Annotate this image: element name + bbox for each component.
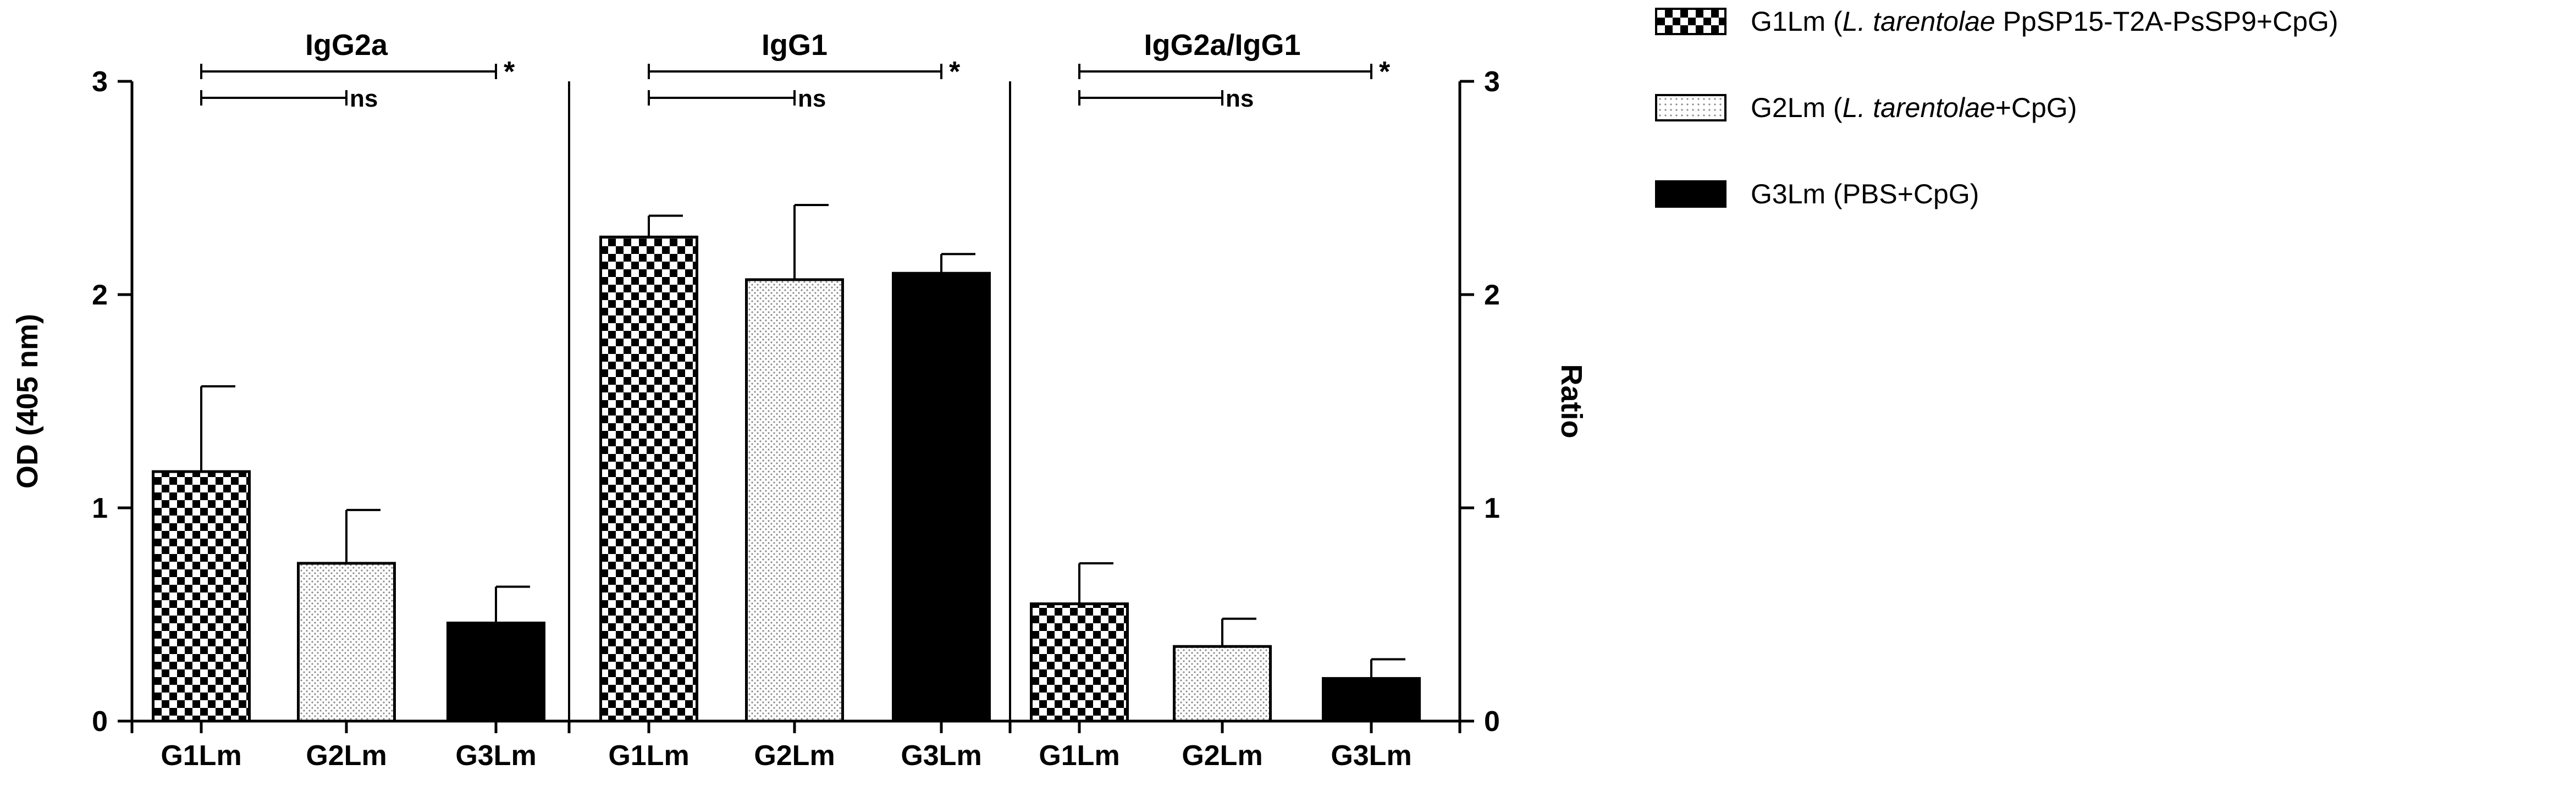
bar-g3lm — [446, 622, 545, 723]
bar-g3lm — [892, 272, 991, 723]
x-tick-label: G2Lm — [306, 740, 387, 772]
y-axis-label-right: Ratio — [1555, 364, 1588, 439]
legend-label: G1Lm (L. tarentolae PpSP15-T2A-PsSP9+CpG… — [1751, 6, 2338, 37]
labels-layer: 0 1 2 3 OD (405 nm) 0 1 2 3 Ratio IgG2a G1Lm G2Lm G3L… — [11, 29, 1588, 772]
significance-label: * — [949, 56, 961, 88]
panel-title: IgG2a/IgG1 — [1144, 29, 1300, 62]
bar-g1lm — [1030, 602, 1129, 723]
bar-g2lm — [297, 562, 396, 723]
significance-label: ns — [350, 85, 378, 112]
legend-label: G2Lm (L. tarentolae+CpG) — [1751, 92, 2077, 123]
y-tick-label-right: 3 — [1484, 66, 1500, 98]
significance-label: ns — [798, 85, 826, 112]
legend-label: G3Lm (PBS+CpG) — [1751, 179, 1979, 209]
panel-title: IgG2a — [305, 29, 388, 62]
bar-g1lm — [152, 470, 251, 723]
significance-label: * — [1379, 56, 1391, 88]
y-tick-label-left: 1 — [92, 492, 108, 524]
legend: G1Lm (L. tarentolae PpSP15-T2A-PsSP9+CpG… — [1655, 4, 2557, 263]
x-tick-label: G1Lm — [161, 740, 241, 772]
bar-g3lm — [1322, 677, 1421, 723]
x-tick-label: G3Lm — [1331, 740, 1411, 772]
legend-swatch-checker — [1655, 8, 1726, 35]
x-tick-label: G3Lm — [455, 740, 536, 772]
x-tick-label: G1Lm — [1039, 740, 1119, 772]
significance-label: * — [504, 56, 515, 88]
x-tick-label: G2Lm — [1182, 740, 1262, 772]
legend-item-g2lm: G2Lm (L. tarentolae+CpG) — [1655, 91, 2557, 125]
y-axis-label-left: OD (405 nm) — [11, 314, 44, 489]
x-tick-label: G1Lm — [608, 740, 689, 772]
x-tick-label: G2Lm — [754, 740, 835, 772]
legend-item-g1lm: G1Lm (L. tarentolae PpSP15-T2A-PsSP9+CpG… — [1655, 4, 2557, 38]
bars-layer — [152, 64, 1421, 723]
y-tick-label-right: 0 — [1484, 706, 1500, 738]
y-tick-label-left: 2 — [92, 279, 108, 311]
legend-item-g3lm: G3Lm (PBS+CpG) — [1655, 177, 2557, 211]
significance-label: ns — [1226, 85, 1254, 112]
y-tick-label-left: 3 — [92, 66, 108, 98]
bar-g2lm — [1173, 645, 1272, 723]
y-tick-label-right: 1 — [1484, 492, 1500, 524]
bar-g1lm — [599, 235, 698, 723]
y-tick-label-right: 2 — [1484, 279, 1500, 311]
y-tick-label-left: 0 — [92, 706, 108, 738]
x-tick-label: G3Lm — [901, 740, 981, 772]
legend-swatch-solid — [1655, 180, 1726, 208]
panel-title: IgG1 — [762, 29, 828, 62]
bar-g2lm — [745, 278, 844, 723]
legend-swatch-dots — [1655, 94, 1726, 121]
